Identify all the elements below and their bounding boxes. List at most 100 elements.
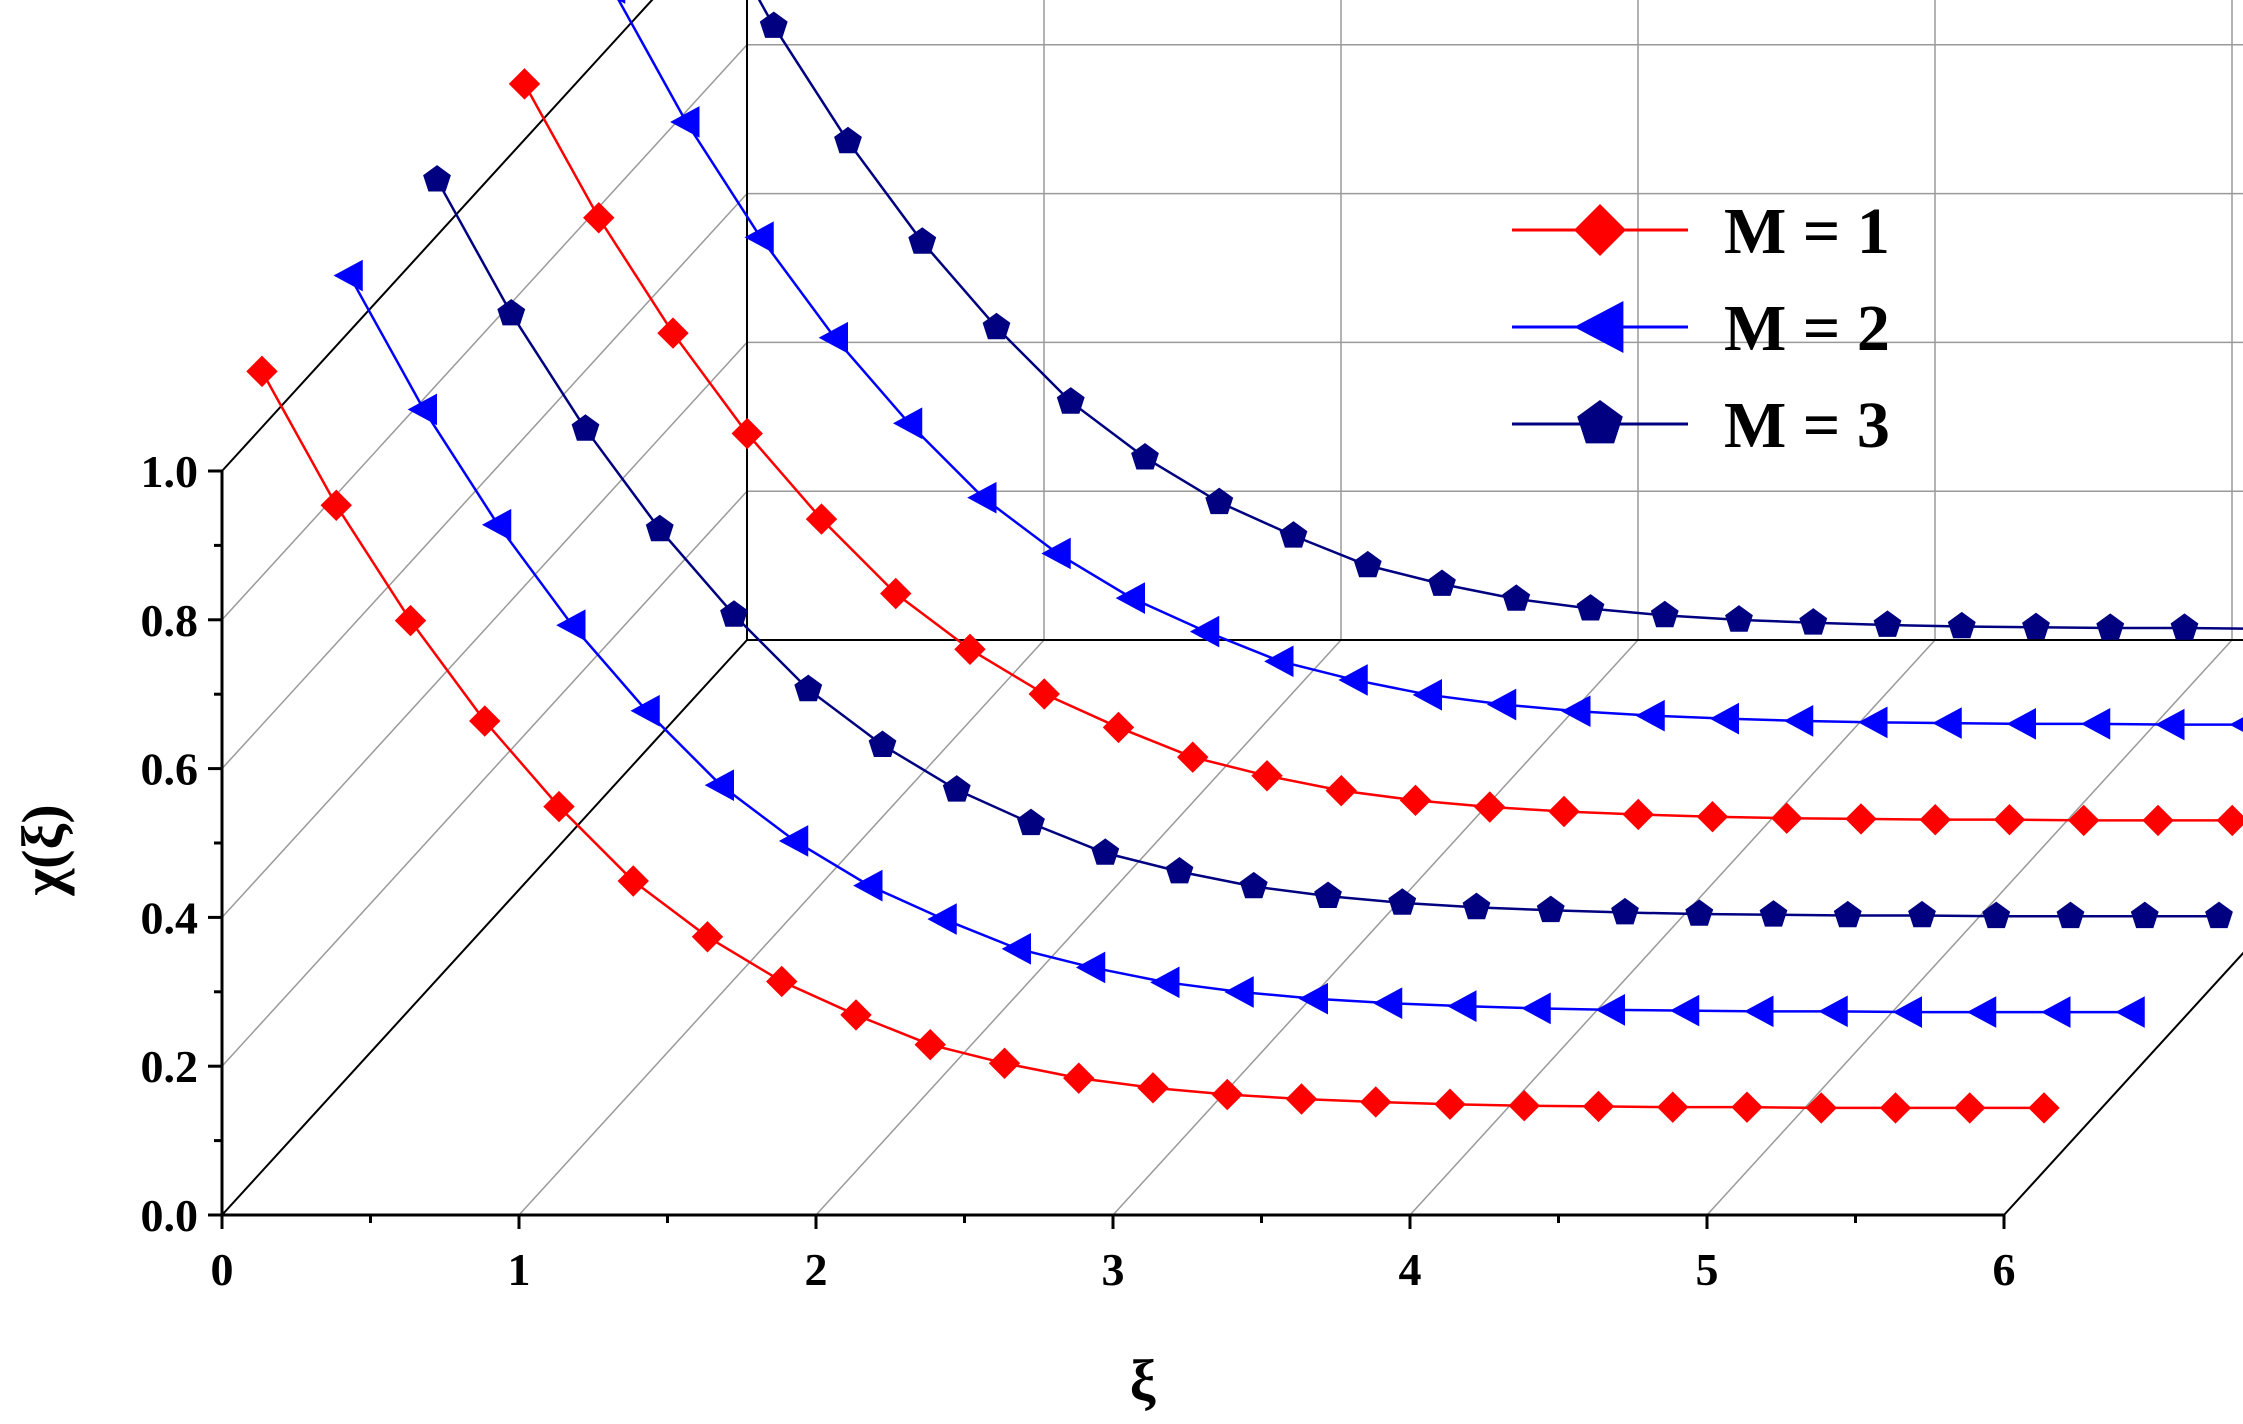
legend-label: M = 2 [1724, 292, 1890, 365]
data-point [805, 503, 838, 535]
data-point [1932, 707, 1962, 739]
series-line [757, 0, 2243, 630]
data-point [1576, 594, 1605, 621]
data-point [1685, 899, 1714, 926]
data-point [720, 600, 748, 627]
data-point [1892, 996, 1922, 1028]
series-M=3 [423, 165, 2233, 929]
data-point [1818, 995, 1848, 1028]
floor-grid [1706, 639, 2233, 1216]
data-point [1858, 706, 1888, 739]
data-point [1189, 615, 1220, 648]
data-point [794, 674, 823, 702]
data-point [731, 417, 763, 450]
data-point [618, 0, 626, 4]
data-point [1805, 1092, 1837, 1124]
data-point [1696, 800, 1729, 833]
data-point [583, 202, 615, 234]
data-point [1434, 1088, 1466, 1120]
floor-grid [815, 639, 1342, 1216]
data-point [1833, 900, 1862, 928]
data-point [1731, 1091, 1763, 1123]
data-point [1224, 976, 1254, 1008]
data-point [617, 865, 649, 897]
data-point [657, 317, 689, 349]
data-point [1521, 992, 1551, 1025]
data-point [1412, 678, 1442, 711]
data-point [543, 790, 575, 823]
data-point [1873, 610, 1902, 637]
data-point [1783, 705, 1814, 737]
data-point [1486, 688, 1517, 721]
data-point [1428, 569, 1456, 596]
data-point [571, 414, 600, 441]
x-axis-title: ξ [1130, 1348, 1156, 1413]
data-point [1279, 521, 1308, 548]
data-point [1091, 838, 1120, 865]
y-tick-label: 0.0 [141, 1190, 199, 1241]
data-point [333, 259, 363, 292]
data-point [1372, 987, 1403, 1019]
data-point [1360, 1086, 1392, 1118]
data-point [2096, 613, 2125, 640]
data-point [423, 165, 451, 192]
data-point [1548, 795, 1580, 828]
data-point [1771, 802, 1803, 834]
data-point [2068, 804, 2100, 837]
data-point [1102, 711, 1135, 744]
data-point [914, 1028, 946, 1061]
side-wall-grid [221, 490, 748, 1067]
data-point [853, 869, 883, 902]
data-point [1947, 611, 1976, 639]
data-point [1759, 900, 1788, 927]
x-tick-label: 2 [805, 1244, 828, 1295]
data-point [1744, 995, 1774, 1028]
grid-layer [221, 0, 2243, 1216]
data-point [1239, 871, 1268, 899]
y-tick-label: 0.2 [141, 1041, 199, 1092]
data-point [840, 999, 872, 1031]
data-point [1264, 645, 1294, 678]
data-point [1669, 994, 1700, 1027]
data-point [2170, 613, 2199, 640]
data-point [759, 11, 788, 38]
data-point [1954, 1092, 1986, 1124]
x-tick-label: 6 [1993, 1244, 2016, 1295]
data-point [1285, 1083, 1318, 1115]
side-wall-top-edge [221, 0, 654, 472]
data-point [2056, 901, 2085, 929]
data-point [2080, 708, 2111, 740]
data-point [1474, 791, 1506, 823]
data-point [1041, 537, 1071, 570]
legend-entry: M = 1 [1512, 195, 1890, 268]
data-point [942, 775, 971, 802]
x-tick-label: 5 [1696, 1244, 1719, 1295]
data-point [556, 609, 586, 642]
data-point [246, 355, 278, 388]
data-point [1211, 1078, 1243, 1111]
data-point [1028, 678, 1060, 710]
y-tick-label: 0.8 [141, 595, 199, 646]
data-point [967, 481, 997, 514]
data-point [1447, 990, 1477, 1022]
data-point [1165, 856, 1194, 884]
data-point [497, 298, 526, 326]
data-point [1388, 888, 1417, 915]
data-point [1462, 892, 1491, 920]
x-tick-label: 4 [1399, 1244, 1422, 1295]
data-point [1919, 803, 1951, 836]
data-point [2041, 996, 2071, 1028]
data-point [1908, 900, 1936, 928]
series-line [435, 179, 2219, 918]
side-wall-grid [221, 193, 748, 770]
data-point [704, 769, 734, 802]
data-point [670, 106, 700, 138]
side-wall-grid [221, 44, 748, 621]
data-point [988, 1047, 1021, 1079]
data-point [1879, 1092, 1912, 1124]
floor-grid [518, 639, 1045, 1216]
legend-entry: M = 2 [1512, 292, 1890, 365]
data-point [1611, 897, 1639, 925]
series-layer [246, 0, 2243, 1124]
